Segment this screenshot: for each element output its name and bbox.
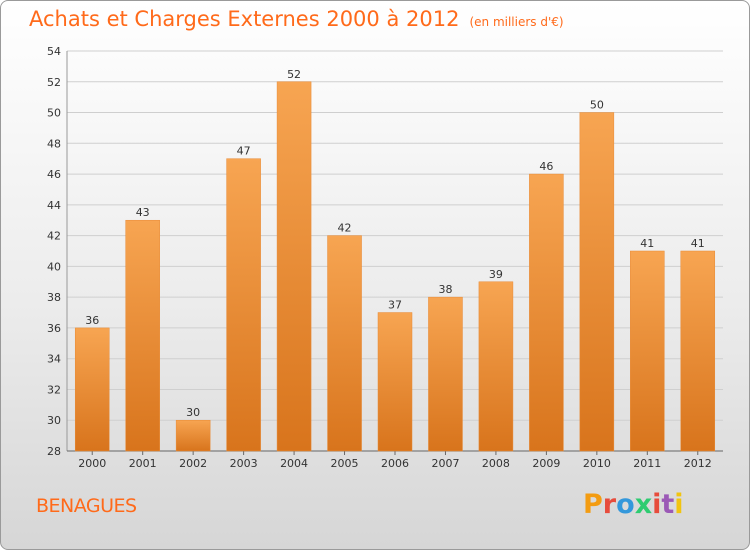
data-label-2002: 30: [186, 406, 200, 419]
y-tick-label: 42: [47, 230, 61, 243]
chart-subtitle: (en milliers d'€): [469, 15, 564, 29]
labels: 28 30 32 34 36 38 40 42 44 46 48 50 52 54 36 2000 43 2001…: [47, 45, 712, 470]
logo-letter: t: [661, 489, 675, 520]
data-label-2012: 41: [691, 237, 705, 250]
data-label-2005: 42: [338, 222, 352, 235]
x-tick-label-2012: 2012: [684, 457, 712, 470]
x-tick-label-2004: 2004: [280, 457, 308, 470]
x-tick-label-2008: 2008: [482, 457, 510, 470]
data-label-2004: 52: [287, 68, 301, 81]
data-label-2009: 46: [539, 160, 553, 173]
logo-letter: P: [583, 489, 603, 520]
x-tick-label-2003: 2003: [230, 457, 258, 470]
x-tick-label-2006: 2006: [381, 457, 409, 470]
y-tick-label: 44: [47, 199, 61, 212]
y-tick-label: 30: [47, 414, 61, 427]
chart-title: Achats et Charges Externes 2000 à 2012 (e…: [29, 7, 564, 31]
x-tick-label-2007: 2007: [431, 457, 459, 470]
proxiti-logo: Proxiti: [583, 489, 684, 520]
y-tick-label: 36: [47, 322, 61, 335]
bars: [74, 81, 716, 452]
y-tick-label: 50: [47, 107, 61, 120]
bar-2006: [377, 312, 413, 452]
y-tick-label: 52: [47, 76, 61, 89]
y-tick-label: 40: [47, 260, 61, 273]
data-label-2003: 47: [237, 145, 251, 158]
y-tick-label: 54: [47, 45, 61, 58]
bar-2012: [680, 250, 716, 452]
y-tick-label: 28: [47, 445, 61, 458]
data-label-2000: 36: [85, 314, 99, 327]
data-label-2008: 39: [489, 268, 503, 281]
bar-2001: [125, 219, 160, 452]
bar-2010: [579, 112, 615, 452]
data-label-2011: 41: [640, 237, 654, 250]
y-tick-label: 48: [47, 137, 61, 150]
logo-letter: r: [602, 489, 617, 520]
x-tick-label-2010: 2010: [583, 457, 611, 470]
bar-2003: [226, 158, 261, 452]
town-name: BENAGUES: [36, 495, 137, 517]
x-tick-label-2005: 2005: [331, 457, 359, 470]
y-tick-label: 32: [47, 383, 61, 396]
x-tick-label-2000: 2000: [78, 457, 106, 470]
y-tick-label: 34: [47, 353, 61, 366]
x-tick-label-2011: 2011: [633, 457, 661, 470]
x-tick-label-2009: 2009: [532, 457, 560, 470]
data-label-2001: 43: [136, 206, 150, 219]
y-tick-label: 38: [47, 291, 61, 304]
y-tick-label: 46: [47, 168, 61, 181]
bar-2005: [327, 235, 362, 452]
bar-2004: [276, 81, 312, 452]
data-label-2007: 38: [438, 283, 452, 296]
logo-letter: i: [674, 489, 684, 520]
x-tick-label-2001: 2001: [129, 457, 157, 470]
bar-2000: [74, 327, 110, 452]
bar-2011: [630, 250, 665, 452]
data-label-2010: 50: [590, 99, 604, 112]
chart-title-text: Achats et Charges Externes 2000 à 2012: [29, 7, 460, 31]
bar-2008: [478, 281, 514, 452]
logo-letter: x: [634, 489, 653, 520]
logo-letter: o: [616, 489, 635, 520]
bar-2007: [428, 296, 463, 452]
logo-letter: i: [652, 489, 662, 520]
bar-2009: [529, 173, 564, 452]
bar-2002: [175, 419, 211, 452]
x-tick-label-2002: 2002: [179, 457, 207, 470]
data-label-2006: 37: [388, 299, 402, 312]
